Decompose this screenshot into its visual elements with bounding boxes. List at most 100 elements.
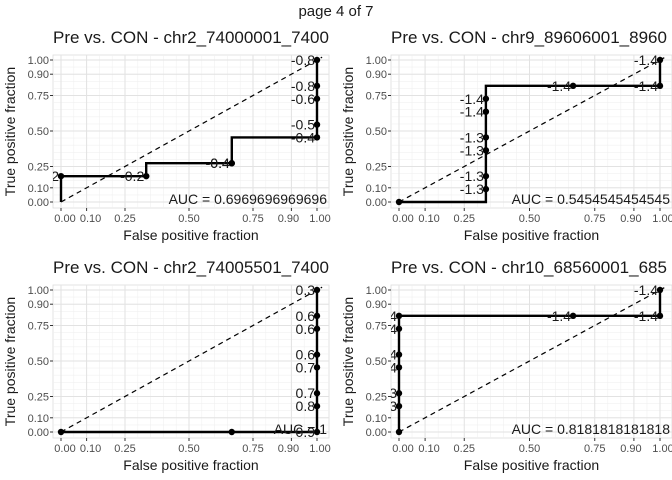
roc-point — [395, 428, 403, 436]
x-tick-label: 0.75 — [584, 443, 605, 455]
panel-plot-area: -1.3-1.3-1.3-1.3-1.4-1.4-1.4 -1.4-1.4AUC … — [395, 55, 670, 207]
x-tick-label: 0.50 — [519, 443, 540, 455]
x-axis-title: False positive fraction — [464, 457, 599, 473]
cutoff-label: 4 — [389, 308, 397, 324]
y-tick-label: 1.00 — [28, 285, 49, 297]
cutoff-label: 0.9 — [296, 424, 316, 440]
cutoff-label: -0.4 — [206, 155, 230, 171]
cutoff-label: -1.4 — [547, 308, 571, 324]
x-tick-label: 0.90 — [278, 213, 299, 225]
y-tick-label: 0.90 — [366, 299, 387, 311]
x-tick-label: 0.25 — [454, 443, 475, 455]
y-tick-label: 0.75 — [366, 91, 387, 103]
x-tick-label: 0.10 — [418, 213, 439, 225]
roc-point — [313, 428, 321, 436]
auc-annotation: AUC = 1 — [274, 421, 328, 437]
y-tick-label: 1.00 — [366, 55, 387, 67]
cutoff-label: 4 — [389, 359, 397, 375]
roc-point — [482, 134, 490, 141]
x-tick-label: 0.50 — [178, 443, 199, 455]
panel-title: Pre vs. CON - chr2_74000001_7400 — [53, 28, 329, 47]
cutoff-label: 0.7 — [296, 385, 316, 401]
roc-curve — [397, 290, 662, 432]
roc-point — [313, 312, 321, 320]
roc-point — [482, 172, 490, 180]
reference-diagonal — [60, 56, 323, 203]
x-axis-title: False positive fraction — [123, 457, 258, 473]
roc-point — [656, 82, 664, 90]
roc-point — [313, 121, 321, 128]
y-tick-label: 1.00 — [28, 55, 49, 67]
roc-point — [313, 325, 321, 332]
x-tick-label: 0.25 — [114, 213, 135, 225]
roc-point — [395, 312, 403, 320]
roc-point — [656, 56, 664, 64]
cutoff-label: -1.3 — [460, 181, 484, 197]
y-axis-title: True positive fraction — [2, 67, 18, 196]
x-tick-label: 0.50 — [178, 213, 199, 225]
cutoff-label: 0.8 — [296, 398, 316, 414]
roc-point — [395, 351, 403, 358]
x-axis-title: False positive fraction — [464, 227, 599, 243]
cutoff-label: 2 — [51, 168, 59, 184]
cutoff-label: -0.2 — [120, 168, 144, 184]
y-axis-title: True positive fraction — [2, 297, 18, 426]
x-tick-label: 0.10 — [418, 443, 439, 455]
x-tick-label: 1.00 — [309, 443, 330, 455]
x-tick-label: 0.25 — [454, 213, 475, 225]
y-tick-label: 0.00 — [366, 427, 387, 439]
roc-point — [143, 172, 150, 180]
x-tick-label: 1.00 — [652, 443, 672, 455]
x-tick-label: 1.00 — [309, 213, 330, 225]
cutoff-label: -1.4 — [634, 282, 658, 298]
cutoff-label: -0.4 — [291, 129, 315, 145]
cutoff-label: -1.4 — [634, 308, 658, 324]
roc-point — [313, 134, 321, 141]
auc-annotation: AUC = 0.6969696969696 — [169, 191, 328, 207]
y-tick-label: 0.10 — [28, 183, 49, 195]
roc-point — [228, 428, 235, 436]
cutoff-label: 0.3 — [296, 282, 316, 298]
roc-curve — [61, 290, 319, 434]
cutoff-label: -0.6 — [291, 91, 315, 107]
roc-point — [313, 95, 321, 102]
roc-point — [569, 82, 577, 90]
x-tick-label: 0.90 — [620, 443, 641, 455]
cutoff-label: 0.6 — [296, 347, 316, 363]
reference-diagonal — [60, 286, 323, 433]
reference-diagonal — [398, 286, 666, 433]
x-tick-label: 0.00 — [392, 443, 413, 455]
x-tick-label: 0.50 — [519, 213, 540, 225]
cutoff-label: -1.3 — [460, 129, 484, 145]
roc-panel-2: -1.3-1.3-1.3-1.3-1.4-1.4-1.4 -1.4-1.4AUC … — [340, 28, 672, 243]
x-tick-label: 0.90 — [278, 443, 299, 455]
cutoff-label: 0.7 — [296, 359, 316, 375]
y-tick-label: 0.25 — [366, 392, 387, 404]
roc-point — [656, 286, 664, 294]
roc-point — [313, 364, 321, 371]
roc-point — [569, 312, 577, 320]
y-tick-label: 0.10 — [366, 183, 387, 195]
cutoff-label: -0.8 — [291, 78, 315, 94]
roc-point — [313, 286, 321, 294]
x-tick-label: 0.10 — [80, 213, 101, 225]
roc-point — [395, 402, 403, 410]
x-tick-label: 0.25 — [114, 443, 135, 455]
panel-title: Pre vs. CON - chr10_68560001_685 — [391, 258, 667, 277]
cutoff-label: -1.3 — [460, 142, 484, 158]
page-title: page 4 of 7 — [298, 3, 374, 20]
roc-point — [228, 160, 235, 167]
roc-point — [482, 95, 490, 102]
cutoff-label: 4 — [389, 321, 397, 337]
cutoff-label: 0.6 — [296, 308, 316, 324]
cutoff-label: -0.8 — [291, 52, 315, 68]
cutoff-label: -1.4 — [460, 104, 484, 120]
roc-point — [57, 428, 65, 436]
x-tick-label: 0.00 — [54, 443, 75, 455]
y-tick-label: 0.75 — [28, 91, 49, 103]
